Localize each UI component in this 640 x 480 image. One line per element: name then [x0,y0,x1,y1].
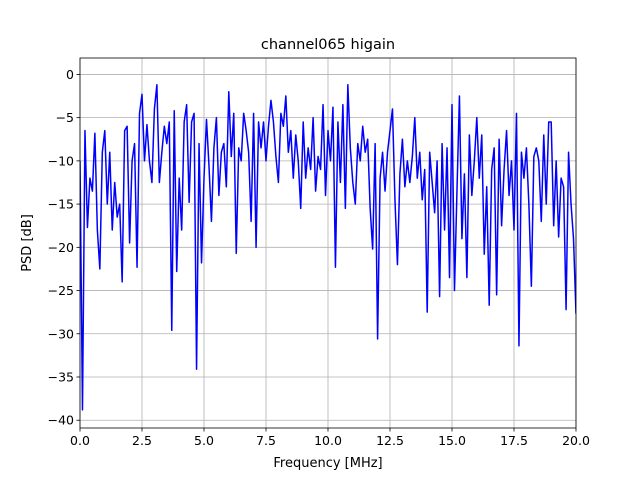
x-tick-label: 20.0 [562,433,590,448]
x-tick-label: 12.5 [376,433,404,448]
x-tick-label: 0.0 [70,433,90,448]
x-tick-label: 15.0 [438,433,466,448]
x-tick-label: 5.0 [194,433,214,448]
y-tick-label: −25 [48,283,74,298]
y-tick-label: −30 [48,326,74,341]
series-line [80,84,576,411]
x-tick-label: 10.0 [314,433,342,448]
x-tick-label: 7.5 [256,433,276,448]
y-tick-label: −5 [56,110,74,125]
y-tick-label: −20 [48,240,74,255]
y-tick-label: 0 [66,67,74,82]
x-tick-label: 17.5 [500,433,528,448]
x-axis-label: Frequency [MHz] [273,456,382,471]
x-tick-label: 2.5 [132,433,152,448]
y-tick-label: −10 [48,153,74,168]
y-tick-label: −15 [48,197,74,212]
ticks: 0.0 2.5 5.0 7.5 10.0 12.5 15.0 17.5 20.0 −40 −35 −3… [48,67,590,448]
grid [79,58,577,428]
plot-area [80,84,576,411]
chart-title: channel065 higain [261,37,395,53]
axes-frame [79,57,577,429]
y-tick-label: −40 [48,413,74,428]
y-axis-label: PSD [dB] [20,214,35,272]
y-tick-label: −35 [48,369,74,384]
